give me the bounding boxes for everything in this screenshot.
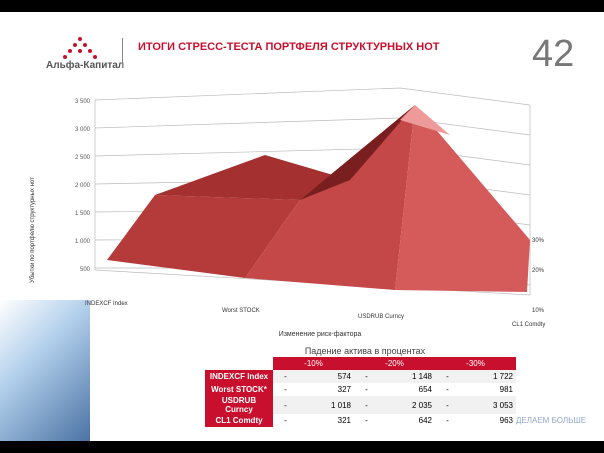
cell: - [365,385,368,394]
y-tick-label: 500 [80,267,91,273]
table-row: USDRUB Curncy - 1 018 - 2 035 - 3 053 [205,396,516,414]
table-row: CL1 Comdty - 321 - 642 - 963 [205,414,516,427]
column-header: -10% [304,359,323,368]
top-bar [0,0,604,12]
category-label: USDRUB Curncy [358,314,404,320]
y-tick-label: 1 500 [75,211,91,217]
slogan: ДЕЛАЕМ БОЛЬШЕ [516,416,587,425]
slide-title: ИТОГИ СТРЕСС-ТЕСТА ПОРТФЕЛЯ СТРУКТУРНЫХ … [138,41,440,53]
row-label: INDEXCF Index [205,370,273,383]
cell: 574 [337,372,351,381]
stress-table: -10% -20% -30% INDEXCF Index - 574 - 1 148 - 1 72… [205,357,516,427]
table-caption: Падение актива в процентах [304,346,426,356]
row-label: Worst STOCK* [205,383,273,396]
cell: - [446,372,449,381]
cell: - [284,400,287,410]
surface-chart: 3 500 3 000 2 500 2 000 1 500 1 000 500 INDEXC… [30,87,545,338]
cell: - [446,400,449,410]
depth-label: 30% [532,238,545,244]
y-tick-label: 3 500 [75,99,91,105]
cell: 981 [499,385,513,394]
cell: - [284,385,287,394]
cell: 1 018 [330,400,351,410]
cell: - [446,416,449,425]
cell: - [365,416,368,425]
column-header: -20% [385,359,404,368]
y-tick-label: 2 500 [75,155,91,161]
corner [205,357,273,370]
cell: - [446,385,449,394]
header-row: -10% -20% -30% [205,357,516,370]
cell: 654 [418,385,432,394]
decor [0,300,90,441]
surface [107,105,530,292]
y-tick-label: 2 000 [75,183,91,189]
y-axis-label: Убытки по портфелю структурных нот [30,177,36,283]
table-row: Worst STOCK* - 327 - 654 - 981 [205,383,516,396]
cell: 1 148 [411,372,432,381]
cell: 327 [337,385,351,394]
page-number: 42 [532,33,575,75]
cell: 963 [499,416,513,425]
cell: 642 [418,416,432,425]
bottom-bar [0,441,604,453]
depth-label: 10% [532,308,545,314]
cell: 1 722 [492,372,513,381]
cell: - [365,372,368,381]
x-axis-label: Изменение риск-фактора [279,331,362,338]
category-label: CL1 Comdty [512,322,545,328]
depth-label: 20% [532,268,545,274]
category-label: INDEXCF Index [85,301,128,307]
cell: 321 [337,416,351,425]
logo-text: Альфа-Капитал [46,60,125,71]
cell: - [284,416,287,425]
cell: 3 053 [492,400,513,410]
y-tick-label: 3 000 [75,127,91,133]
y-tick-label: 1 000 [75,239,91,245]
row-label: USDRUB Curncy [205,396,273,414]
logo-mark [63,37,97,59]
cell: 2 035 [411,400,432,410]
category-label: Worst STOCK [222,308,260,314]
row-label: CL1 Comdty [205,414,273,427]
column-header: -30% [466,359,485,368]
divider [122,38,123,68]
cell: - [365,400,368,410]
table-row: INDEXCF Index - 574 - 1 148 - 1 722 [205,370,516,383]
cell: - [284,372,287,381]
